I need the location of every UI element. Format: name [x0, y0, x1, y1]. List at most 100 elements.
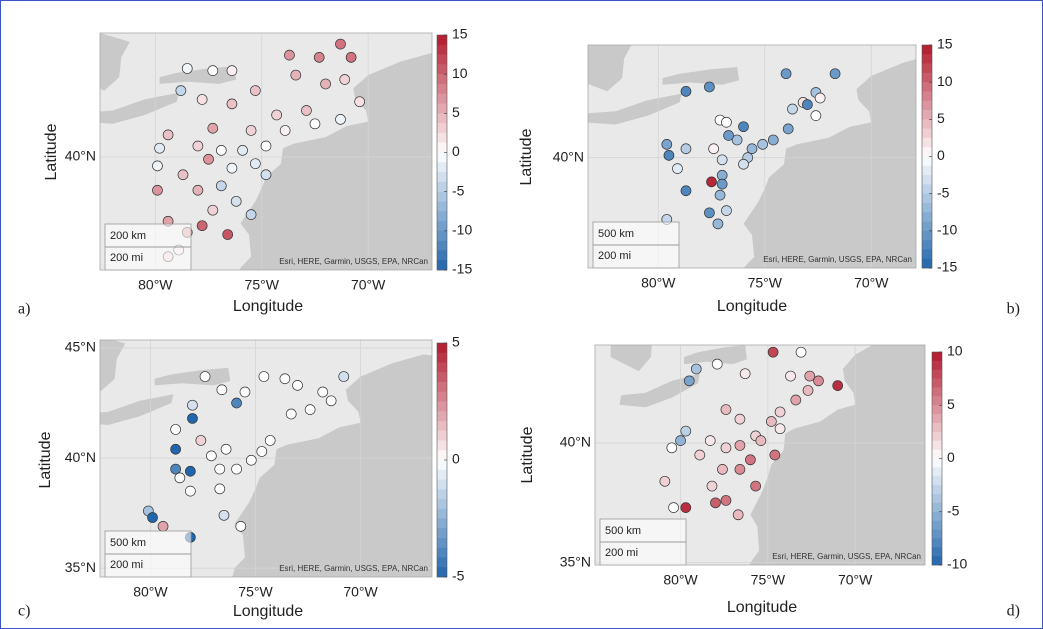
colorbar-step	[437, 162, 447, 173]
station-point	[795, 346, 807, 358]
colorbar-step	[922, 212, 932, 222]
station-point	[199, 371, 211, 382]
ocean	[749, 345, 925, 565]
colorbar-step	[932, 485, 942, 495]
y-tick-label: 40°N	[65, 148, 96, 164]
station-point	[320, 78, 331, 90]
ocean	[239, 52, 432, 270]
scale-bar: 500 km 200 mi	[592, 221, 680, 269]
colorbar-step	[932, 414, 942, 424]
station-point	[325, 395, 337, 407]
colorbar-tick-label: 5	[452, 334, 460, 350]
colorbar-tick-label: 15	[937, 36, 953, 52]
station-point	[683, 375, 695, 387]
station-point	[716, 178, 728, 190]
station-point	[177, 169, 189, 181]
map-frame	[587, 44, 917, 269]
colorbar-step	[922, 45, 932, 55]
station-point	[339, 74, 351, 85]
colorbar-step	[932, 520, 942, 530]
scale-bar: 500 km 200 mi	[104, 530, 192, 578]
x-tick-label: 75°W	[245, 277, 280, 293]
x-tick-label: 70°W	[351, 277, 386, 293]
station-point	[804, 370, 816, 382]
colorbar-step	[932, 369, 942, 379]
colorbar-tick-label: 5	[937, 110, 945, 126]
station-point	[354, 96, 365, 108]
colorbar-step	[922, 258, 932, 269]
colorbar-tick-label: -5	[947, 502, 960, 518]
station-point	[782, 123, 794, 135]
colorbar-step	[932, 467, 942, 477]
station-point	[774, 423, 786, 435]
station-point	[222, 229, 234, 240]
colorbar-step	[922, 72, 932, 83]
station-point	[734, 413, 746, 425]
panel-label: a)	[18, 301, 30, 318]
station-point	[721, 116, 732, 128]
panel-label: d)	[1007, 603, 1020, 620]
lake	[684, 345, 747, 365]
station-point	[335, 114, 346, 125]
colorbar-step	[932, 387, 942, 397]
station-point	[264, 435, 276, 446]
station-point	[290, 69, 302, 81]
colorbar-step	[922, 165, 932, 176]
station-point	[774, 406, 786, 418]
station-point	[250, 85, 261, 96]
scale-label: 200 mi	[605, 547, 638, 559]
colorbar-step	[437, 352, 447, 363]
attribution: Esri, HERE, Garmin, USGS, EPA, NRCan	[772, 552, 921, 561]
y-axis-label: Latitude	[518, 128, 535, 185]
scale-label: 200 km	[110, 230, 146, 242]
station-point	[157, 520, 169, 532]
colorbar-step	[437, 538, 447, 549]
colorbar-step	[922, 147, 932, 157]
colorbar-tick-label: 5	[947, 396, 955, 412]
station-point	[203, 153, 214, 165]
station-point	[152, 184, 163, 196]
x-tick-label: 70°W	[838, 572, 873, 588]
y-axis-label: Latitude	[519, 426, 536, 483]
lake	[588, 45, 632, 92]
colorbar-step	[932, 352, 942, 362]
scale-bar: 200 km 200 mi	[104, 223, 192, 271]
colorbar-step	[437, 479, 447, 490]
y-tick-label: 40°N	[560, 434, 591, 450]
station-point	[680, 143, 692, 155]
station-point	[215, 145, 227, 156]
colorbar-tick-label: 0	[937, 147, 945, 163]
colorbar-tick-label: 10	[452, 65, 468, 81]
x-tick-label: 80°W	[641, 275, 676, 291]
station-point	[680, 502, 692, 513]
colorbar-step	[922, 54, 932, 64]
colorbar-step	[437, 240, 447, 251]
scale-label: 500 km	[110, 537, 146, 549]
station-point	[750, 480, 761, 492]
station-point	[738, 158, 749, 170]
colorbar-step	[932, 556, 942, 566]
station-point	[215, 180, 227, 192]
colorbar-step	[437, 74, 447, 85]
attribution: Esri, HERE, Garmin, USGS, EPA, NRCan	[279, 257, 428, 266]
colorbar-step	[922, 175, 932, 185]
station-point	[258, 371, 270, 382]
station-point	[710, 497, 721, 509]
station-point	[680, 185, 692, 197]
colorbar-tick-label: -5	[452, 182, 465, 198]
lake	[100, 340, 126, 392]
station-point	[755, 435, 767, 447]
station-point	[207, 65, 219, 77]
station-point	[304, 404, 316, 415]
scale-label: 200 mi	[598, 250, 631, 262]
station-point	[720, 442, 732, 454]
x-tick-label: 70°W	[854, 275, 889, 291]
colorbar-step	[437, 382, 447, 393]
scale-label: 500 km	[605, 525, 641, 537]
colorbar-step	[437, 103, 447, 114]
station-point	[231, 397, 242, 409]
colorbar-step	[437, 64, 447, 75]
station-point	[162, 129, 174, 141]
station-point	[711, 358, 723, 370]
colorbar-step	[437, 411, 447, 422]
